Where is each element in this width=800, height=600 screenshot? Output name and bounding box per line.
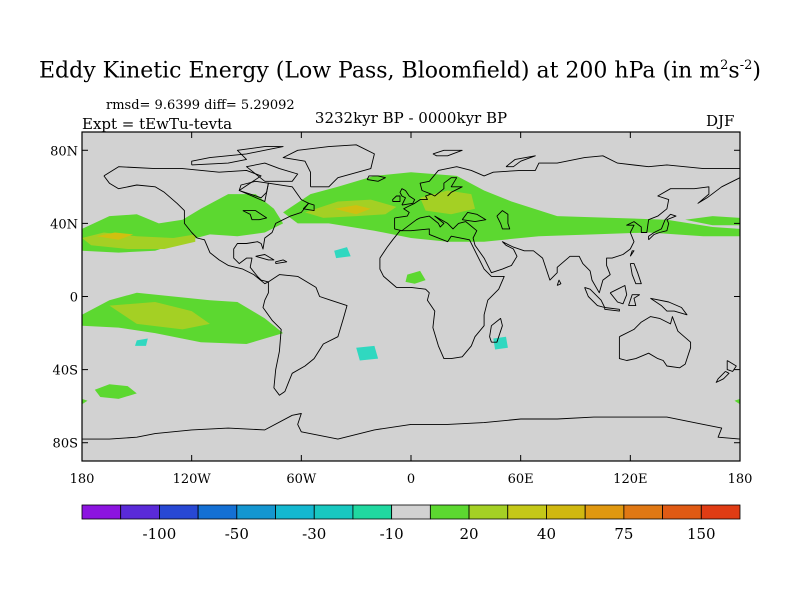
colorbar-swatch [275, 504, 315, 520]
title-superscript-2: -2 [739, 58, 753, 73]
coastline-iceland [366, 175, 386, 182]
contour-region-n-pacific-peak [96, 232, 134, 240]
colorbar: -100 -50 -30 -10 20 40 75 150 [81, 504, 741, 543]
coastline-hudson-bay [238, 180, 269, 199]
title-mid: s [728, 58, 740, 84]
coastline-caspian-sea [496, 210, 511, 230]
colorbar-label: -50 [225, 525, 249, 543]
colorbar-label: -30 [302, 525, 326, 543]
colorbar-swatch [429, 504, 470, 520]
lon-tick-label: 180 [728, 472, 753, 487]
coastline-novaya-zemlya [505, 155, 536, 168]
period-label: 3232kyr BP - 0000kyr BP [314, 109, 508, 127]
coastline-north-america [103, 166, 310, 285]
colorbar-swatch [313, 504, 354, 520]
coastline-japan [648, 213, 677, 241]
coastline-new-guinea [650, 297, 688, 316]
colorbar-label: -100 [143, 525, 177, 543]
colorbar-swatch [159, 504, 199, 520]
coastline-layer [82, 144, 740, 440]
contour-region-mid-atlantic-neg [334, 247, 351, 259]
coastline-svalbard [432, 149, 463, 157]
colorbar-swatch [236, 504, 276, 520]
contour-region-sw-pacific-neg [135, 338, 148, 346]
coastline-java [604, 307, 620, 312]
colorbar-swatch [623, 504, 663, 520]
lon-tick-label: 120W [173, 472, 212, 487]
title-end: ) [752, 58, 761, 84]
title-superscript-1: 2 [720, 58, 729, 73]
coastline-baffin-island [246, 162, 299, 182]
colorbar-swatch [352, 504, 393, 520]
coastline-new-zealand-south [715, 371, 730, 383]
lon-tick-label: 60W [286, 472, 317, 487]
experiment-label: Expt = tEwTu-tevta [82, 115, 233, 133]
coastline-sulawesi [628, 294, 640, 307]
season-label: DJF [706, 112, 735, 130]
coastline-south-america [262, 274, 348, 396]
lat-tick-label: 0 [70, 291, 78, 306]
coastline-ireland [392, 195, 401, 202]
contour-region-mozambique-neg [493, 336, 508, 350]
colorbar-swatch [468, 504, 509, 520]
contour-region-w-africa-tropics [405, 270, 426, 284]
lat-tick-label: 80S [53, 437, 78, 452]
contour-region-pacific-tropics-core [109, 302, 210, 330]
lon-tick-label: 0 [407, 472, 415, 487]
coastline-borneo [609, 285, 628, 305]
contour-region-europe-core [420, 190, 475, 215]
coastline-black-sea [461, 211, 487, 223]
coastline-great-lakes [242, 210, 268, 221]
colorbar-swatch [197, 504, 238, 520]
contour-region-e-pacific-strip [685, 216, 740, 226]
coastline-taiwan [629, 250, 635, 257]
coastline-newfoundland [302, 202, 315, 212]
lon-tick-label: 60E [508, 472, 534, 487]
coastline-antarctica [82, 413, 740, 440]
coastline-new-zealand-north [726, 360, 737, 372]
coastline-scandinavia-baltic [430, 177, 463, 197]
axis-ticks: 80N 40N 0 40S 80S 180 120W 60W 0 60E 120E 180 [50, 132, 752, 487]
coastline-greenland [282, 144, 375, 188]
coastline-arctic-islands [191, 146, 284, 166]
coastline-sri-lanka [556, 279, 562, 286]
lon-tick-label: 120E [613, 472, 647, 487]
coastline-hispaniola [275, 259, 288, 265]
coastline-great-britain [399, 188, 416, 206]
contour-region-s-pacific-blob [94, 384, 137, 399]
coastline-eurasia [394, 155, 740, 294]
coastline-africa [379, 228, 505, 360]
coastline-madagascar [489, 317, 503, 343]
colorbar-swatch [546, 504, 586, 520]
stats-line: rmsd= 9.6399 diff= 5.29092 [106, 98, 295, 113]
lat-tick-label: 40N [50, 217, 78, 232]
colorbar-swatch [120, 504, 160, 520]
colorbar-label: -10 [380, 525, 404, 543]
colorbar-label: 20 [460, 525, 479, 543]
colorbar-swatch [584, 504, 625, 520]
colorbar-swatch [391, 504, 431, 520]
lat-tick-label: 40S [53, 364, 78, 379]
colorbar-swatch [81, 504, 122, 520]
plot-title: Eddy Kinetic Energy (Low Pass, Bloomfiel… [0, 58, 800, 83]
colorbar-swatch [700, 504, 741, 520]
colorbar-swatch [662, 504, 702, 520]
coastline-australia [618, 316, 692, 369]
colorbar-label: 150 [687, 525, 716, 543]
colorbar-swatch [507, 504, 547, 520]
lon-tick-label: 180 [70, 472, 95, 487]
coastline-philippines [629, 263, 642, 285]
contour-region-n-atlantic-europe-asia-band [283, 172, 740, 242]
colorbar-label: 40 [537, 525, 556, 543]
colorbar-label: 75 [614, 525, 633, 543]
lat-tick-label: 80N [50, 144, 78, 159]
contour-region-east-edge-south [734, 398, 740, 405]
contour-region-west-edge-south [82, 398, 88, 405]
contour-region-s-atlantic-neg [356, 345, 379, 361]
contour-fill-layer [82, 172, 740, 405]
coastline-cuba [255, 254, 275, 261]
title-main: Eddy Kinetic Energy (Low Pass, Bloomfiel… [39, 58, 721, 84]
contour-region-n-atlantic-peak [334, 205, 371, 215]
